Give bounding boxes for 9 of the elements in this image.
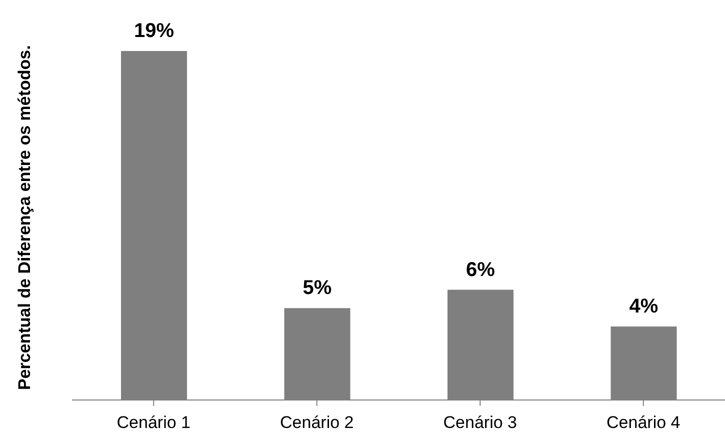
- x-tick-label: Cenário 3: [443, 413, 517, 432]
- data-label: 5%: [302, 277, 332, 300]
- x-tick-label: Cenário 4: [606, 413, 680, 432]
- y-axis-title: Percentual de Diferença entre os métodos.: [14, 44, 35, 390]
- data-label: 6%: [466, 258, 496, 281]
- x-tick-label: Cenário 2: [280, 413, 354, 432]
- data-label: 19%: [134, 20, 174, 42]
- data-label: 4%: [629, 296, 658, 318]
- x-tick-label: Cenário 1: [116, 413, 190, 432]
